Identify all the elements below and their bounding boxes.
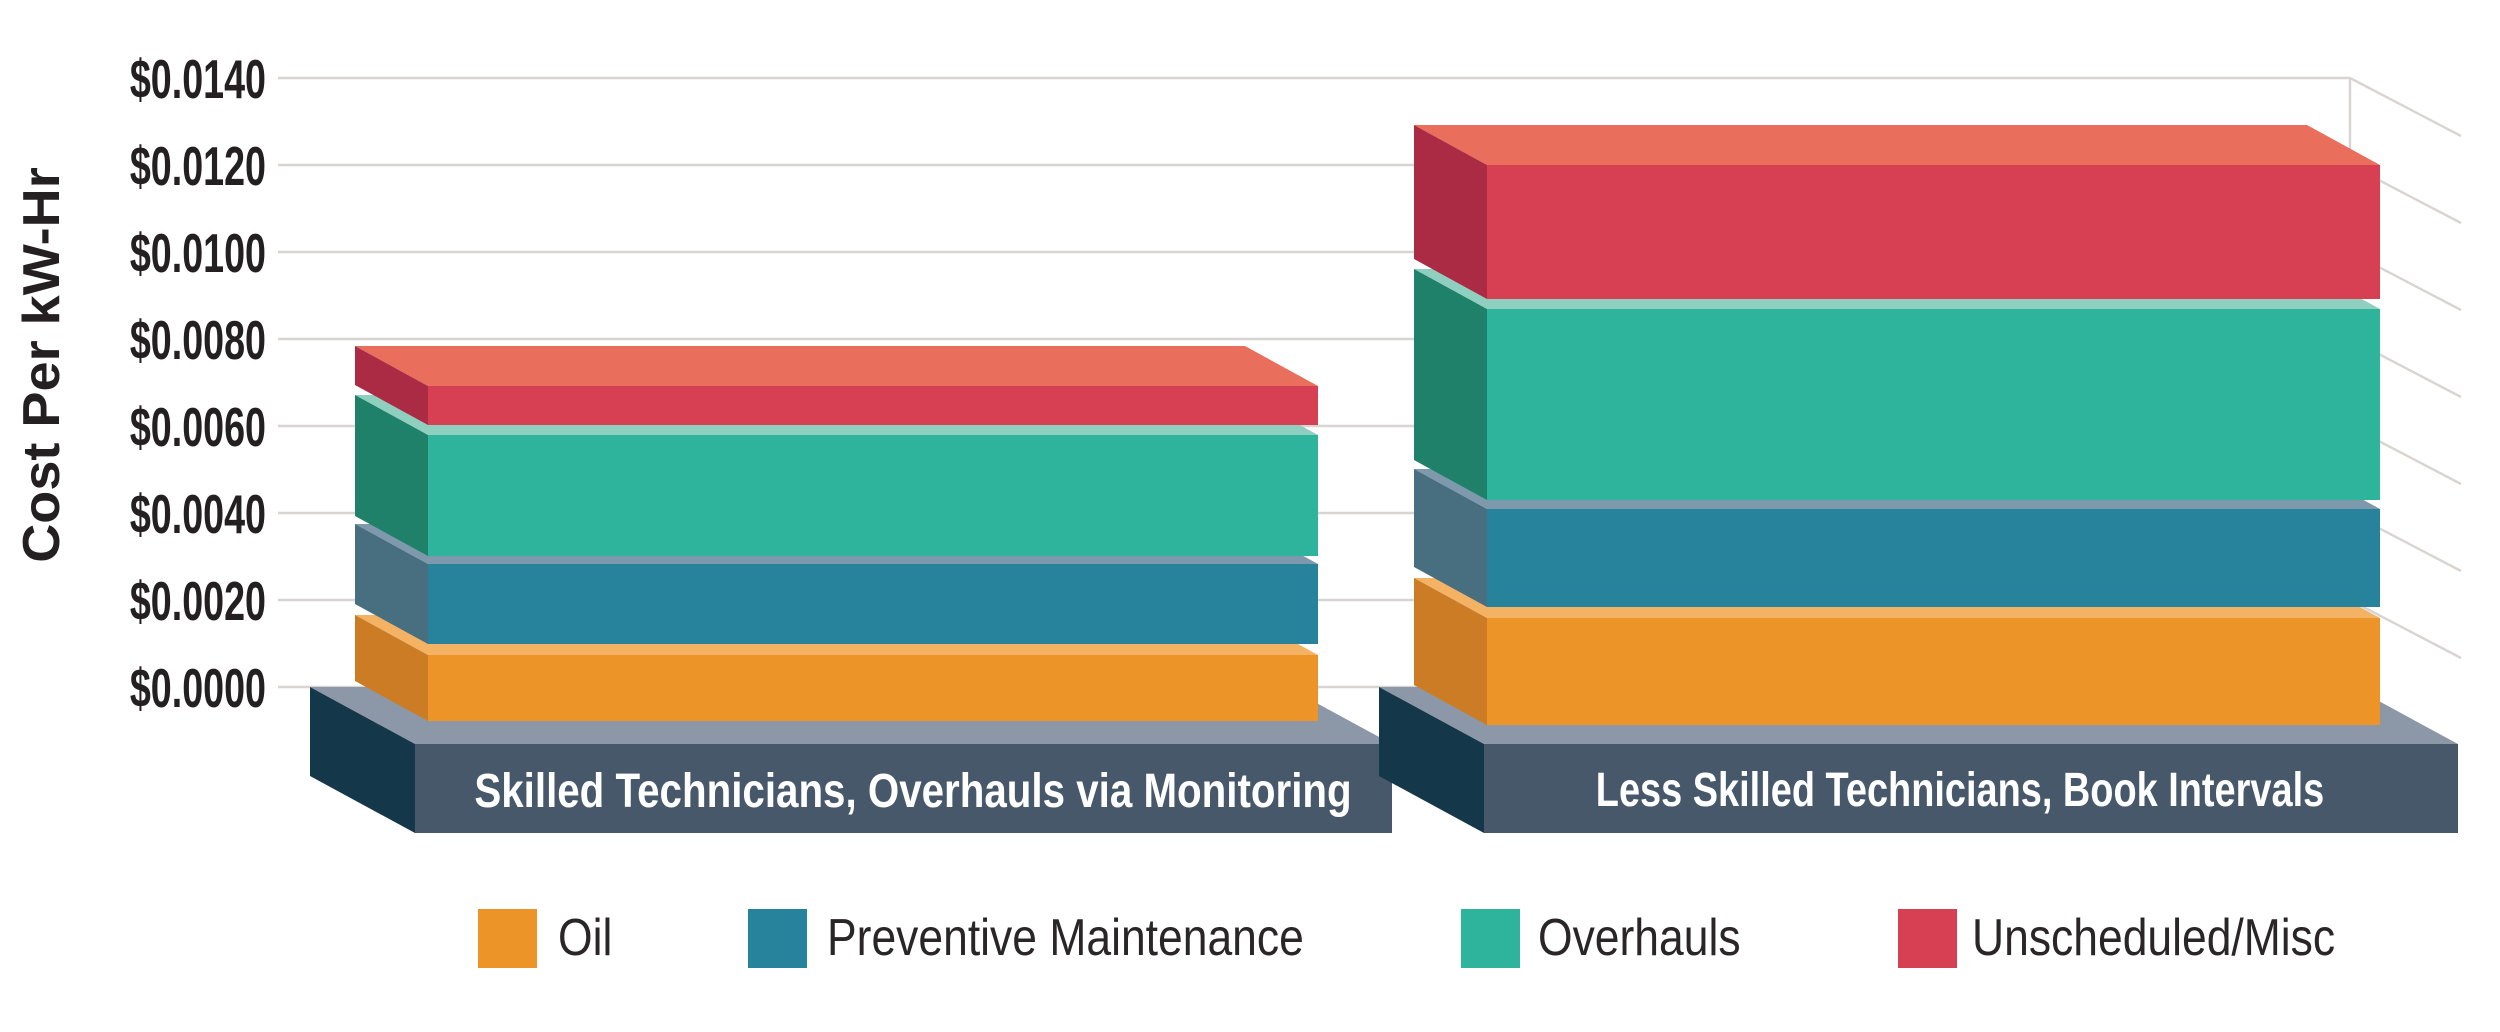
svg-text:$0.0080: $0.0080 [130,309,266,371]
svg-text:$0.0120: $0.0120 [130,135,266,197]
svg-text:Unscheduled/Misc: Unscheduled/Misc [1972,909,2335,967]
svg-text:$0.0000: $0.0000 [130,657,266,719]
svg-text:Less Skilled Technicians, Book: Less Skilled Technicians, Book Intervals [1596,764,2324,817]
svg-text:$0.0020: $0.0020 [130,570,266,632]
svg-text:$0.0100: $0.0100 [130,222,266,284]
svg-text:$0.0140: $0.0140 [130,48,266,110]
svg-text:Cost Per kW-Hr: Cost Per kW-Hr [13,167,71,563]
svg-text:$0.0040: $0.0040 [130,483,266,545]
svg-text:$0.0060: $0.0060 [130,396,266,458]
svg-text:Overhauls: Overhauls [1538,909,1741,967]
svg-text:Oil: Oil [558,909,612,967]
svg-text:Skilled Technicians, Overhauls: Skilled Technicians, Overhauls via Monit… [474,765,1351,818]
svg-text:Preventive Maintenance: Preventive Maintenance [827,909,1304,967]
